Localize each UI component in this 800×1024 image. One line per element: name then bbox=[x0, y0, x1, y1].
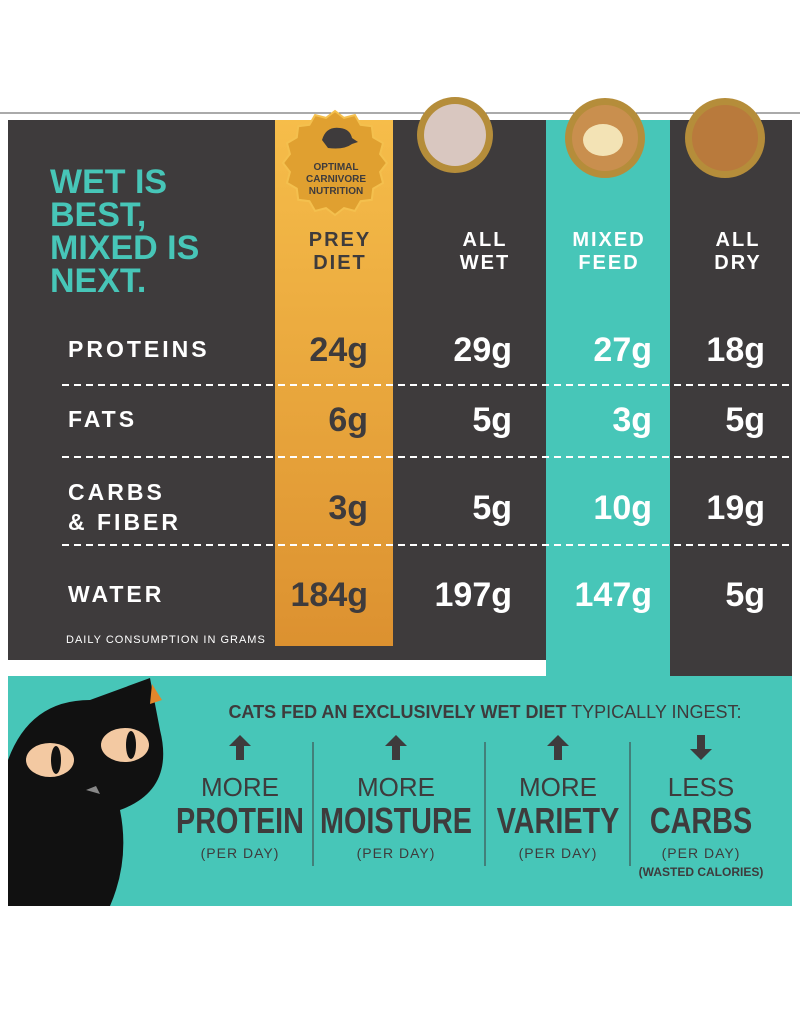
item-text: (PER DAY) bbox=[357, 845, 436, 861]
cell-value: 19g bbox=[706, 489, 765, 527]
cell-value: 147g bbox=[575, 576, 653, 614]
row-label: CARBS bbox=[68, 479, 165, 505]
column-header: DIET bbox=[313, 252, 367, 274]
item-text: PROTEIN bbox=[176, 800, 304, 841]
mixed-column bbox=[546, 120, 670, 680]
cell-value: 197g bbox=[435, 576, 513, 614]
column-header: ALL bbox=[716, 229, 761, 251]
badge-text: CARNIVORE bbox=[306, 174, 366, 185]
title: BEST, bbox=[50, 196, 146, 234]
cat-pupil bbox=[51, 746, 61, 774]
item-text: (PER DAY) bbox=[201, 845, 280, 861]
item-text: (PER DAY) bbox=[662, 845, 741, 861]
item-text: CARBS bbox=[650, 800, 752, 841]
dry-column bbox=[670, 120, 792, 680]
cell-value: 184g bbox=[291, 576, 369, 614]
title: WET IS bbox=[50, 163, 167, 201]
column-header: PREY bbox=[309, 229, 371, 251]
column-header: ALL bbox=[463, 229, 508, 251]
cell-value: 29g bbox=[453, 331, 512, 369]
item-text: VARIETY bbox=[497, 800, 620, 841]
arrow-icon bbox=[547, 735, 569, 760]
heading-rest: TYPICALLY INGEST: bbox=[566, 702, 741, 722]
cell-value: 5g bbox=[472, 401, 512, 439]
item-text: MORE bbox=[201, 772, 279, 802]
badge-text: OPTIMAL bbox=[314, 162, 359, 173]
title: NEXT. bbox=[50, 262, 146, 300]
item-text: (WASTED CALORIES) bbox=[639, 865, 764, 879]
item-text: MORE bbox=[519, 772, 597, 802]
mixed-gravy bbox=[583, 124, 623, 156]
cell-value: 18g bbox=[706, 331, 765, 369]
badge-burst bbox=[281, 109, 389, 217]
cell-value: 3g bbox=[612, 401, 652, 439]
cat-pupil bbox=[126, 731, 136, 759]
cell-value: 27g bbox=[593, 331, 652, 369]
row-label: FATS bbox=[68, 406, 137, 432]
cat-eye bbox=[26, 743, 74, 777]
column-header: MIXED bbox=[572, 229, 645, 251]
cell-value: 3g bbox=[328, 489, 368, 527]
cell-value: 5g bbox=[725, 576, 765, 614]
badge-text: NUTRITION bbox=[309, 186, 363, 197]
item-text: LESS bbox=[668, 772, 735, 802]
cell-value: 6g bbox=[328, 401, 368, 439]
mouse-icon bbox=[322, 127, 358, 149]
title: MIXED IS bbox=[50, 229, 199, 267]
row-label: WATER bbox=[68, 581, 164, 607]
item-text: MORE bbox=[357, 772, 435, 802]
item-text: MOISTURE bbox=[320, 800, 472, 841]
arrow-icon bbox=[385, 735, 407, 760]
row-label: PROTEINS bbox=[68, 336, 210, 362]
cat-nose bbox=[86, 786, 100, 794]
column-header: FEED bbox=[578, 252, 639, 274]
dry-food bbox=[692, 105, 758, 171]
cell-value: 10g bbox=[593, 489, 652, 527]
wet-food bbox=[424, 104, 486, 166]
item-text: (PER DAY) bbox=[519, 845, 598, 861]
cell-value: 5g bbox=[472, 489, 512, 527]
row-label: & FIBER bbox=[68, 509, 181, 535]
column-header: WET bbox=[460, 252, 510, 274]
arrow-icon bbox=[690, 735, 712, 760]
cell-value: 5g bbox=[725, 401, 765, 439]
footnote: DAILY CONSUMPTION IN GRAMS bbox=[66, 634, 266, 646]
heading-bold: CATS FED AN EXCLUSIVELY WET DIET bbox=[228, 702, 566, 722]
cat bbox=[8, 678, 164, 906]
cat-ear bbox=[150, 684, 162, 704]
column-header: DRY bbox=[714, 252, 761, 274]
cell-value: 24g bbox=[309, 331, 368, 369]
benefits-heading: CATS FED AN EXCLUSIVELY WET DIET TYPICAL… bbox=[228, 702, 741, 722]
cat-eye bbox=[101, 728, 149, 762]
arrow-icon bbox=[229, 735, 251, 760]
